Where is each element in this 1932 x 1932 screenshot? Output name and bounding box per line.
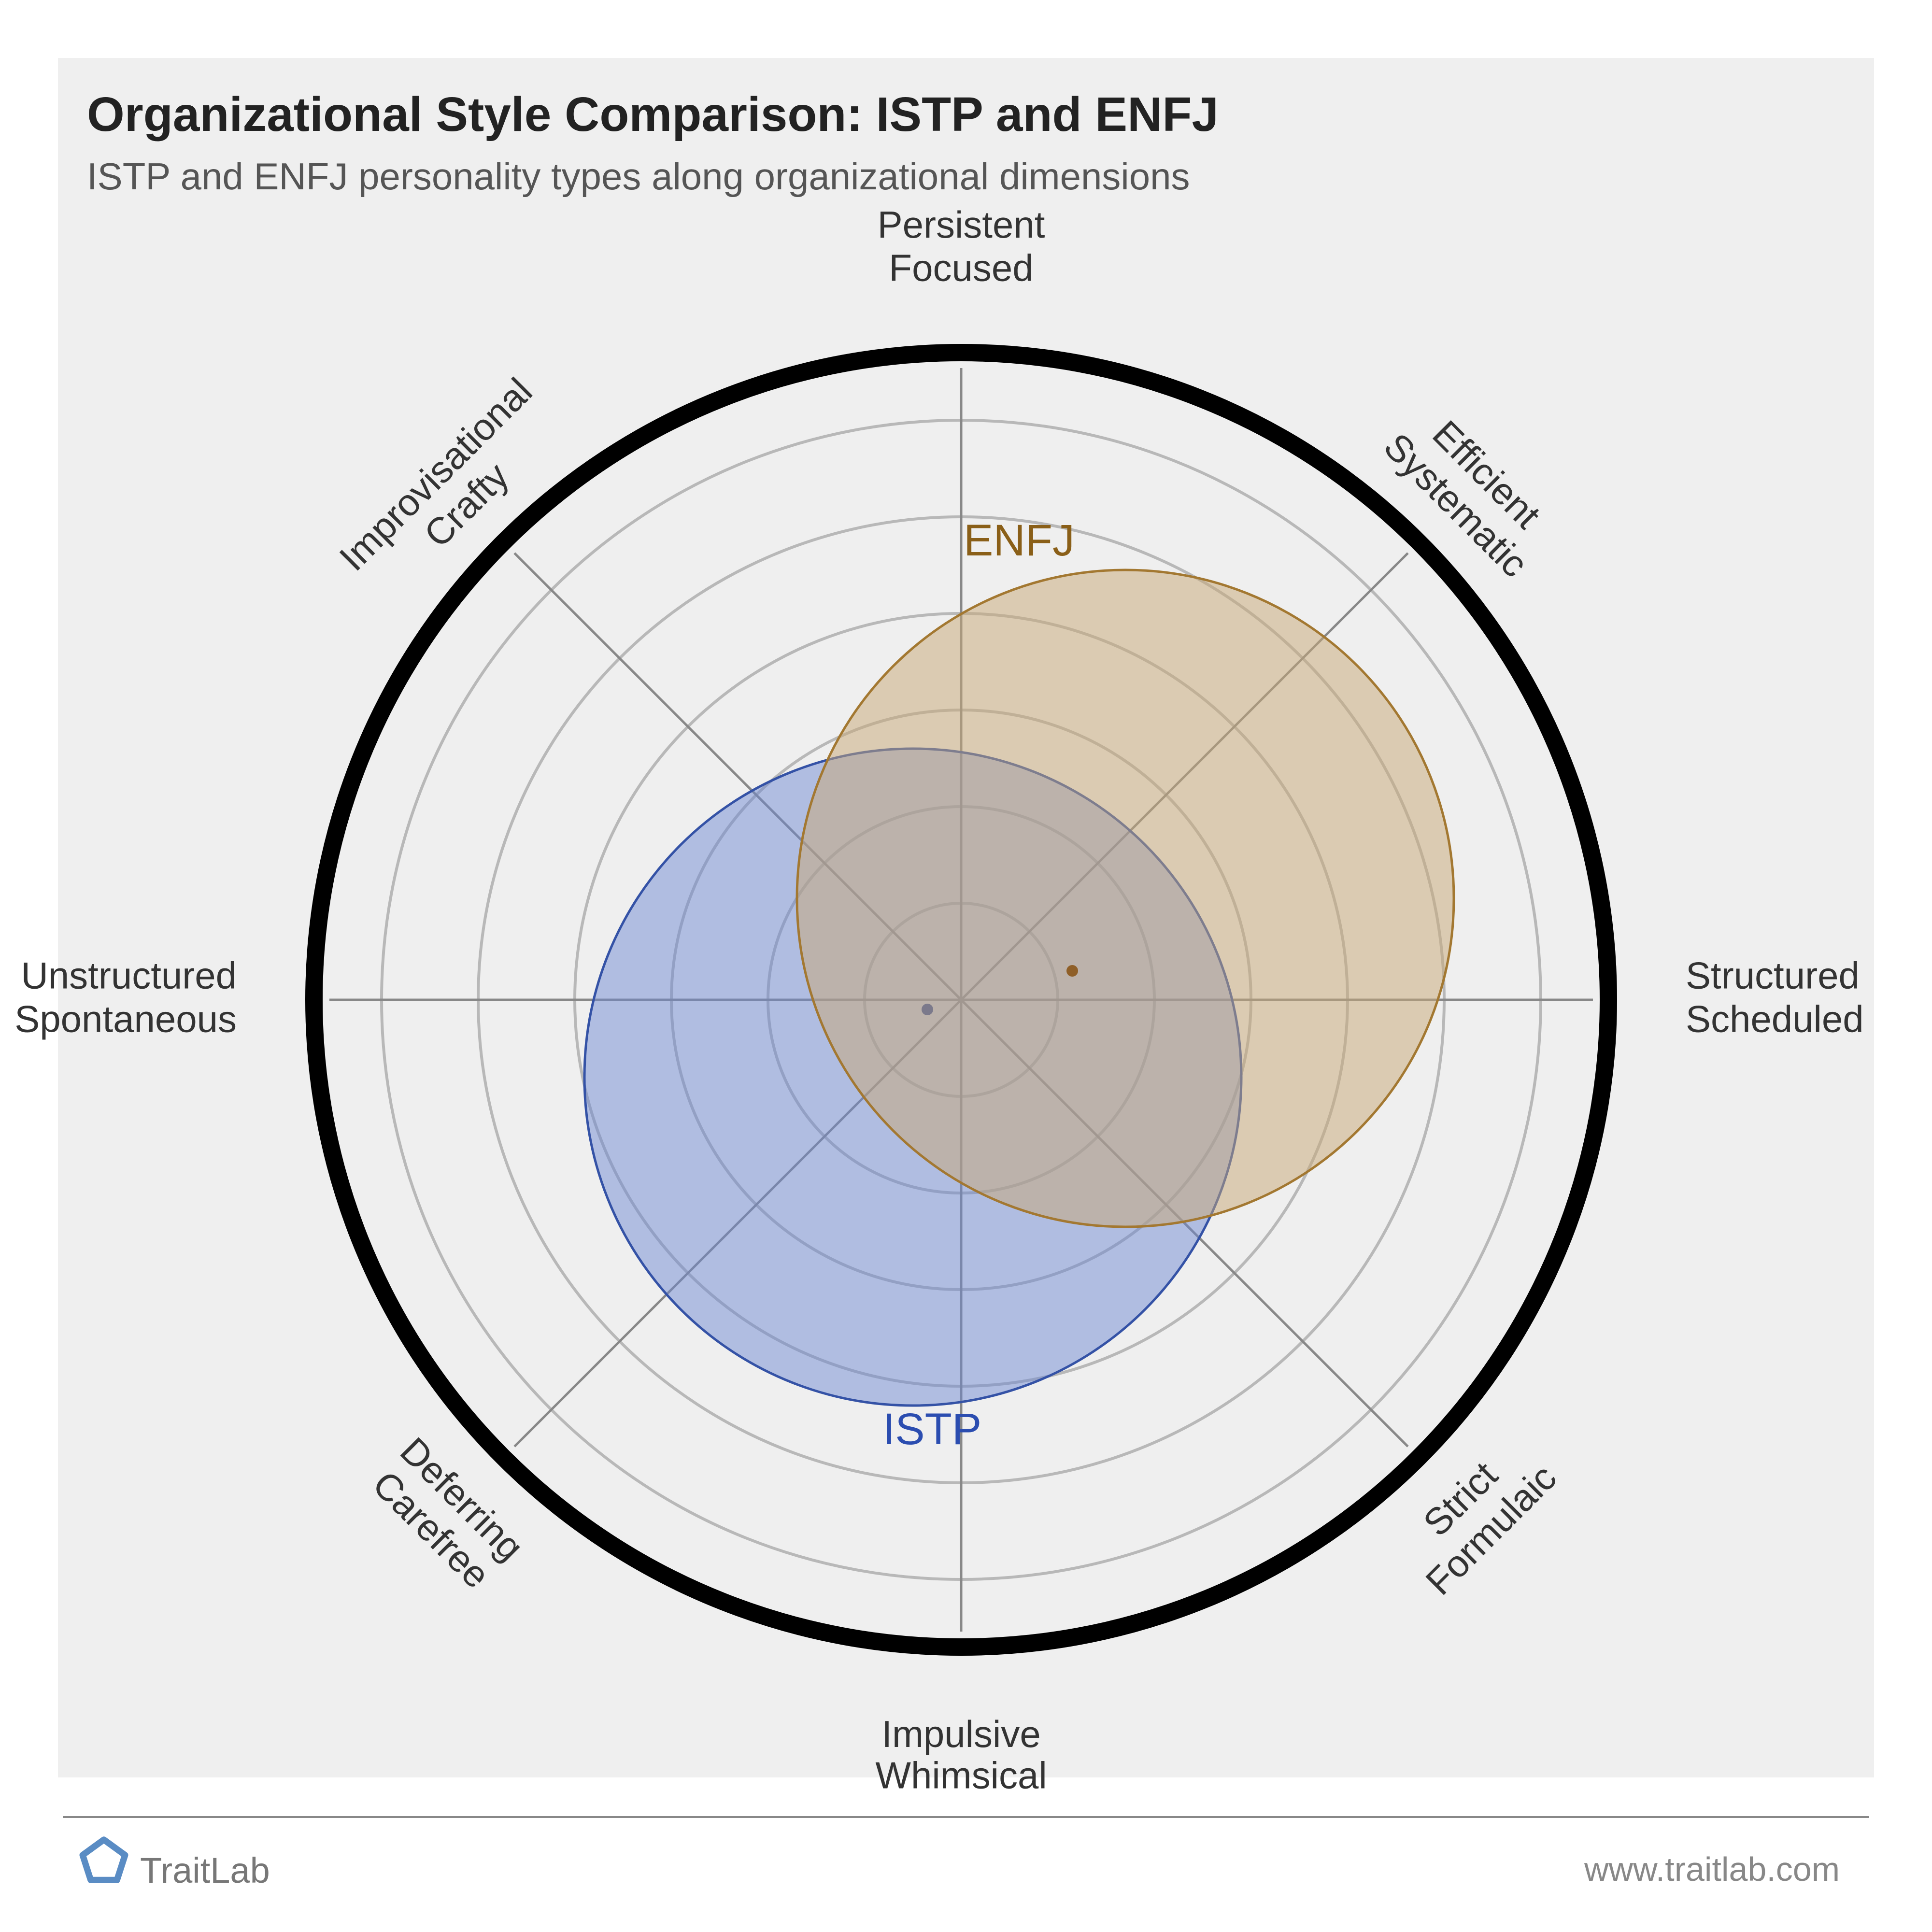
axis-label-line1: Persistent [878,203,1045,246]
axis-label: PersistentFocused [878,203,1045,289]
axis-label-line1: Impulsive [881,1713,1040,1755]
polar-chart: ISTPENFJPersistentFocusedEfficientSystem… [0,0,1932,1932]
enfj-label: ENFJ [964,516,1075,565]
footer-divider [63,1816,1869,1818]
axis-label-line1: Unstructured [21,954,237,997]
pentagon-icon [83,1840,125,1880]
istp-label: ISTP [883,1405,981,1454]
axis-label-line2: Whimsical [875,1754,1047,1797]
axis-label-line1: Structured [1686,954,1860,997]
enfj-blob [797,570,1454,1227]
axis-label-line2: Spontaneous [14,997,237,1040]
axis-label-line2: Scheduled [1686,997,1864,1040]
axis-label-line2: Focused [889,247,1033,289]
traitlab-logo-icon [77,1835,130,1889]
page-root: Organizational Style Comparison: ISTP an… [0,0,1932,1932]
axis-label: ImpulsiveWhimsical [875,1713,1047,1797]
footer-url-text: www.traitlab.com [1584,1850,1840,1889]
footer-brand-text: TraitLab [140,1850,270,1891]
axis-label: UnstructuredSpontaneous [14,954,237,1040]
enfj-center-dot [1066,965,1078,977]
axis-label: StructuredScheduled [1686,954,1864,1040]
